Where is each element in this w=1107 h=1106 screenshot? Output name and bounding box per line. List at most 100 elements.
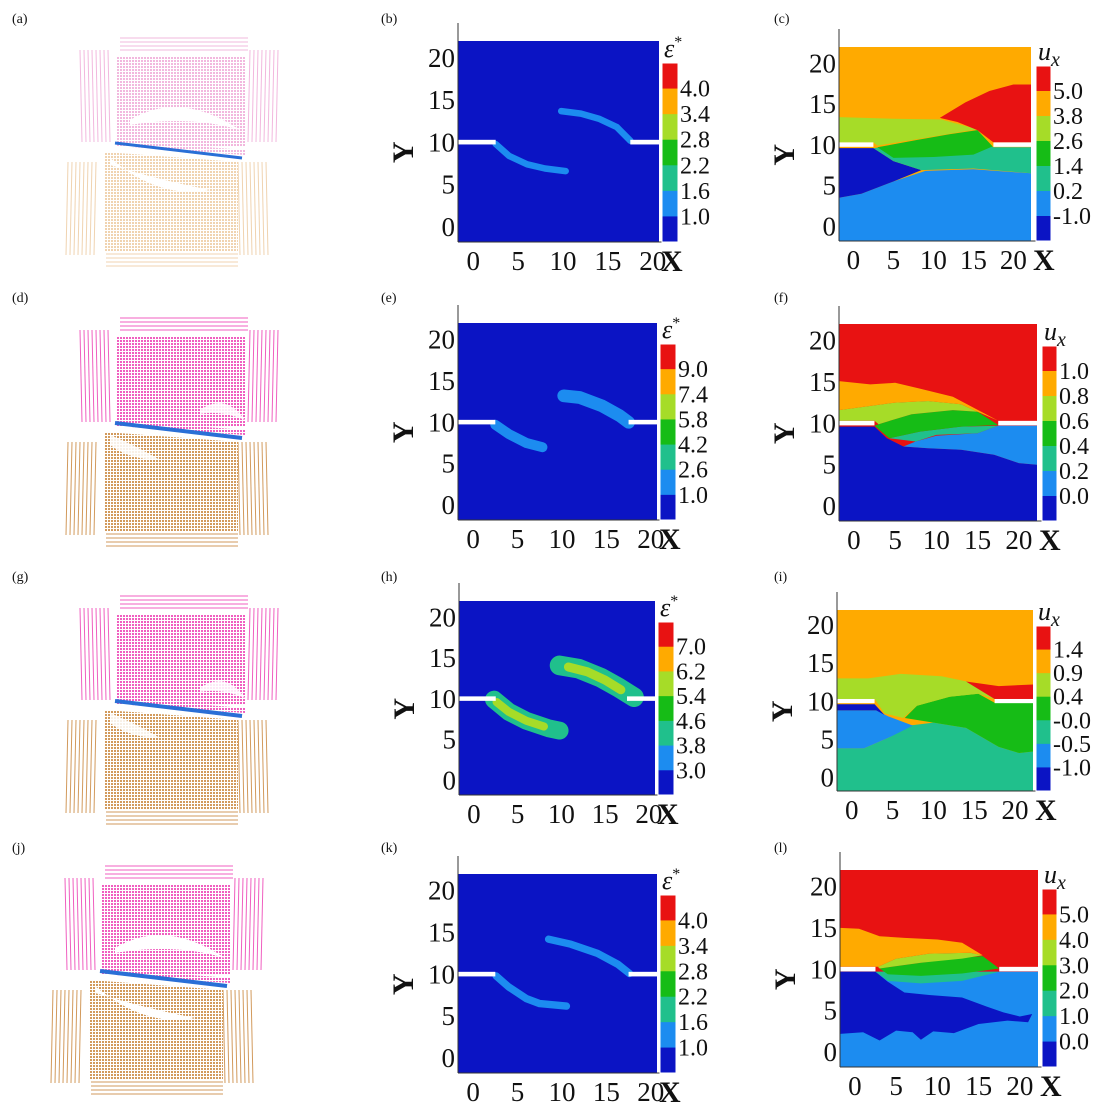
x-axis-label: X — [1039, 524, 1061, 557]
notch-gap — [628, 419, 657, 425]
colorbar-swatch — [1036, 191, 1051, 217]
upper-block — [64, 865, 264, 983]
colorbar-tick-label: 0.2 — [1053, 179, 1083, 205]
notch-gap — [630, 139, 659, 145]
colorbar-tick-label: -1.0 — [1053, 755, 1091, 781]
contour-region — [877, 130, 993, 158]
panel-label-c: (c) — [774, 12, 790, 27]
upper-block — [79, 595, 279, 713]
x-tick-label: 15 — [593, 1077, 620, 1106]
colorbar-tick-label: 2.2 — [680, 153, 710, 179]
colorbar-swatch — [658, 622, 674, 648]
contour-region — [874, 410, 999, 439]
colorbar-swatch — [1036, 743, 1051, 768]
x-tick-label: 15 — [964, 525, 991, 555]
colorbar-swatch — [660, 344, 676, 370]
colorbar-swatch — [1036, 66, 1051, 92]
y-tick-label: 20 — [428, 325, 455, 355]
colorbar-title: ux — [1038, 37, 1060, 71]
contour-region — [840, 927, 983, 967]
colorbar-title: ux — [1038, 597, 1060, 631]
x-tick-label: 5 — [511, 524, 525, 554]
y-tick-label: 20 — [810, 872, 837, 902]
y-tick-label: 20 — [428, 876, 455, 906]
notch-gap — [998, 420, 1037, 426]
y-axis-label: Y — [769, 968, 802, 990]
x-tick-label: 10 — [548, 524, 575, 554]
y-axis-label: Y — [766, 700, 799, 722]
plot-area — [459, 601, 655, 795]
contour-region — [839, 148, 922, 198]
panel-label-d: (d) — [12, 291, 29, 306]
colorbar-swatch — [1036, 166, 1051, 192]
contour-region — [837, 673, 995, 718]
shear-band — [557, 107, 634, 144]
panel-label-g: (g) — [12, 570, 29, 585]
shear-band — [492, 140, 569, 175]
x-tick-label: 20 — [637, 524, 664, 554]
x-tick-label: 10 — [920, 795, 947, 825]
contour-region — [839, 381, 999, 421]
colorbar-tick-label: 1.0 — [678, 1036, 708, 1062]
shear-band — [563, 662, 626, 695]
colorbar-tick-label: 1.0 — [680, 204, 710, 230]
x-tick-label: 0 — [847, 245, 861, 275]
contour-region — [839, 426, 1037, 521]
colorbar-swatch — [1042, 1016, 1057, 1043]
upper-block — [79, 37, 279, 155]
notch-gap — [459, 696, 496, 701]
colorbar-title: ε* — [660, 593, 678, 622]
upper-block — [79, 317, 279, 435]
notch-gap — [839, 142, 874, 147]
x-tick-label: 20 — [639, 246, 666, 276]
shear-void — [130, 107, 240, 130]
colorbar-swatch — [658, 646, 674, 672]
colorbar-tick-label: 5.0 — [1053, 79, 1083, 105]
panel-label-l: (l) — [774, 841, 788, 856]
x-tick-label: 10 — [548, 799, 575, 829]
y-tick-label: 15 — [428, 366, 455, 396]
y-tick-label: 0 — [442, 1043, 456, 1073]
contour-region — [840, 971, 1033, 1041]
panel-label-a: (a) — [12, 12, 28, 27]
y-tick-label: 15 — [807, 648, 834, 678]
colorbar-title: ε* — [662, 315, 680, 344]
panel-label-b: (b) — [381, 12, 398, 27]
colorbar-swatch — [1042, 396, 1057, 422]
x-tick-label: 15 — [965, 1071, 992, 1101]
colorbar-tick-label: 1.6 — [680, 179, 710, 205]
y-tick-label: 0 — [824, 1037, 838, 1067]
x-tick-label: 0 — [848, 1071, 862, 1101]
plot-area — [837, 610, 1033, 791]
colorbar-tick-label: 5.4 — [676, 684, 706, 710]
lower-block — [65, 432, 269, 547]
x-axis-label: X — [659, 523, 681, 556]
colorbar-tick-label: 4.2 — [678, 433, 708, 459]
y-tick-label: 0 — [443, 765, 457, 795]
y-tick-label: 10 — [809, 130, 836, 160]
notch-gap — [458, 139, 496, 145]
plot-area — [458, 874, 657, 1073]
contour-region — [966, 681, 1033, 699]
y-tick-label: 10 — [429, 684, 456, 714]
x-tick-label: 10 — [920, 245, 947, 275]
y-tick-label: 5 — [442, 170, 456, 200]
colorbar-tick-label: 0.0 — [1059, 1030, 1089, 1056]
colorbar: 1.00.80.60.40.20.0 — [1041, 345, 1089, 522]
panel-label-j: (j) — [12, 841, 26, 856]
x-tick-label: 0 — [466, 1077, 480, 1106]
colorbar-tick-label: 3.4 — [680, 102, 710, 128]
x-tick-label: 5 — [889, 1071, 903, 1101]
x-axis-label: X — [661, 245, 683, 278]
y-tick-label: 5 — [823, 450, 837, 480]
colorbar-tick-label: 3.0 — [676, 758, 706, 784]
x-axis-label: X — [657, 798, 679, 831]
y-axis-label: Y — [768, 144, 801, 166]
contour-region — [904, 693, 1033, 753]
colorbar-swatch — [1036, 767, 1051, 792]
colorbar: 5.03.82.61.40.2-1.0 — [1035, 65, 1091, 242]
colorbar-swatch — [662, 139, 678, 166]
colorbar-tick-label: 1.0 — [678, 483, 708, 509]
colorbar-swatch — [658, 720, 674, 747]
